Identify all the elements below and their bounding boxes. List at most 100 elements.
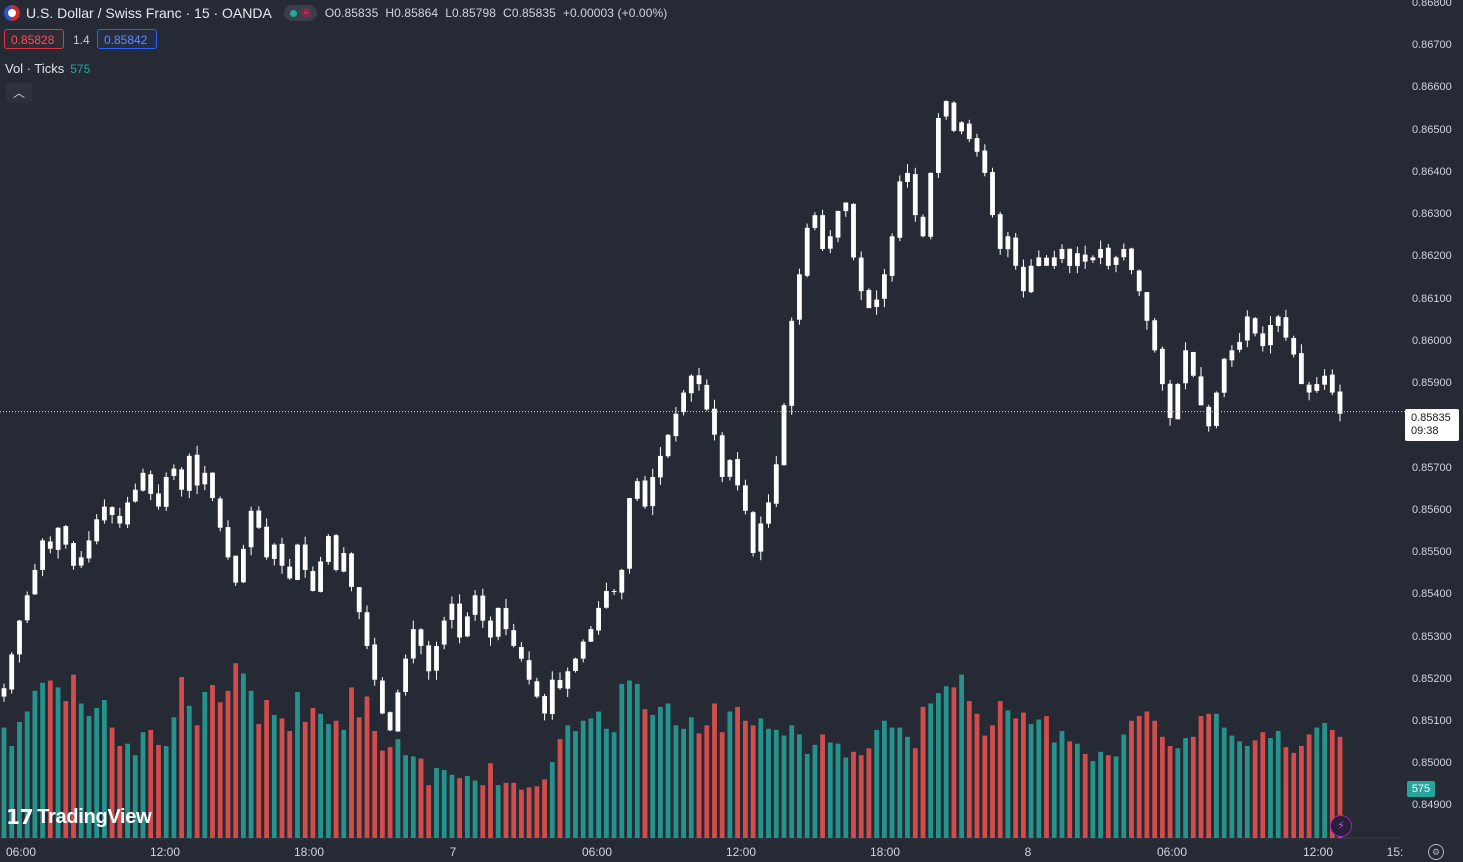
volume-bar xyxy=(271,715,277,838)
volume-bar xyxy=(758,718,764,838)
volume-bar xyxy=(465,775,470,838)
candle-body xyxy=(194,454,200,486)
candle-body xyxy=(1098,249,1103,258)
volume-bar xyxy=(449,774,455,838)
candle-body xyxy=(17,620,22,655)
candle-body xyxy=(905,172,910,182)
volume-bar xyxy=(951,687,957,838)
volume-bar xyxy=(40,682,45,839)
candle-body xyxy=(827,236,833,249)
candle-body xyxy=(1337,391,1343,414)
volume-bar xyxy=(549,762,555,838)
tradingview-logo-text: TradingView xyxy=(37,806,152,828)
candle-body xyxy=(1013,237,1019,266)
volume-bar xyxy=(735,706,740,838)
volume-bar xyxy=(426,785,432,838)
candle-body xyxy=(557,680,563,689)
candle-body xyxy=(611,591,617,592)
tradingview-logo[interactable]: 𝟭𝟳 TradingView xyxy=(6,805,152,830)
settings-gear-icon[interactable]: ⚙ xyxy=(1428,844,1444,860)
candle-body xyxy=(78,557,84,566)
volume-bar xyxy=(480,785,486,838)
candle-body xyxy=(1136,270,1142,292)
volume-bar xyxy=(132,755,138,838)
candle-body xyxy=(658,455,663,478)
candle-body xyxy=(526,660,532,680)
volume-bar xyxy=(318,713,323,838)
volume-bar xyxy=(32,690,38,838)
volume-bar xyxy=(1198,716,1204,838)
candle-body xyxy=(650,477,656,507)
volume-bar xyxy=(1237,741,1242,838)
candle-body xyxy=(1283,317,1289,338)
volume-bar xyxy=(125,743,130,838)
candle-body xyxy=(449,603,455,620)
candle-body xyxy=(866,289,872,309)
volume-bar xyxy=(148,729,154,838)
price-axis-label: 0.85400 xyxy=(1412,588,1452,601)
volume-bar xyxy=(1337,736,1343,838)
volume-bar xyxy=(604,728,609,838)
candle-body xyxy=(40,540,45,570)
price-axis-label: 0.85200 xyxy=(1412,672,1452,685)
price-axis-label: 0.86000 xyxy=(1412,334,1452,347)
volume-bar xyxy=(1013,718,1019,838)
candle-body xyxy=(171,468,177,476)
price-axis-label: 0.85300 xyxy=(1412,630,1452,643)
candle-body xyxy=(426,645,432,672)
candle-body xyxy=(573,658,578,671)
volume-bar xyxy=(1306,734,1312,838)
change-value: +0.00003 (+0.00%) xyxy=(562,6,668,20)
volume-bar xyxy=(410,756,416,838)
volume-bar xyxy=(511,782,517,838)
candle-body xyxy=(156,493,161,507)
volume-bar xyxy=(1129,720,1134,838)
volume-bar xyxy=(264,700,269,838)
candle-body xyxy=(63,526,69,545)
volume-bar xyxy=(982,735,988,838)
volume-bar xyxy=(1167,746,1173,838)
volume-bar xyxy=(1105,755,1111,838)
volume-bar xyxy=(1028,724,1034,838)
candle-body xyxy=(356,587,362,613)
candle-body xyxy=(743,485,748,511)
volume-bar xyxy=(1082,754,1088,838)
candle-body xyxy=(9,654,15,690)
symbol-header[interactable]: U.S. Dollar / Swiss Franc · 15 · OANDA ≡… xyxy=(4,2,674,24)
candle-body xyxy=(47,541,53,549)
candle-body xyxy=(1129,248,1134,271)
volume-indicator-legend[interactable]: Vol · Ticks 575 xyxy=(5,61,90,76)
symbol-title[interactable]: U.S. Dollar / Swiss Franc · 15 · OANDA xyxy=(26,5,272,21)
volume-bar xyxy=(163,746,169,838)
market-open-icon xyxy=(289,9,297,17)
candle-body xyxy=(1183,350,1188,384)
volume-bar xyxy=(372,731,378,838)
volume-bar xyxy=(658,706,663,838)
price-axis-label: 0.85000 xyxy=(1412,757,1452,770)
candle-body xyxy=(132,489,138,502)
volume-bar xyxy=(94,708,100,838)
last-price-tag: 0.85835 09:38 xyxy=(1405,409,1459,441)
volume-bar xyxy=(588,718,594,838)
collapse-legend-button[interactable]: ︿ xyxy=(6,83,32,103)
volume-bar xyxy=(248,690,254,838)
candle-body xyxy=(503,608,509,630)
candle-body xyxy=(148,474,154,494)
candle-body xyxy=(472,595,478,615)
market-status[interactable]: ≡ xyxy=(283,5,317,21)
candle-body xyxy=(727,460,733,477)
sell-button[interactable]: 0.85828 xyxy=(4,29,64,49)
volume-bar xyxy=(997,701,1003,838)
volume-bar xyxy=(1229,735,1235,838)
candle-body xyxy=(465,616,470,637)
candle-body xyxy=(604,591,609,608)
volume-bar xyxy=(217,702,223,838)
candle-body xyxy=(1044,257,1049,266)
lightning-icon[interactable]: ⚡ xyxy=(1330,815,1352,837)
volume-indicator-value: 575 xyxy=(70,62,91,76)
candle-body xyxy=(812,215,818,228)
volume-bar xyxy=(1214,713,1219,838)
volume-bar xyxy=(797,734,802,838)
buy-button[interactable]: 0.85842 xyxy=(97,29,157,49)
